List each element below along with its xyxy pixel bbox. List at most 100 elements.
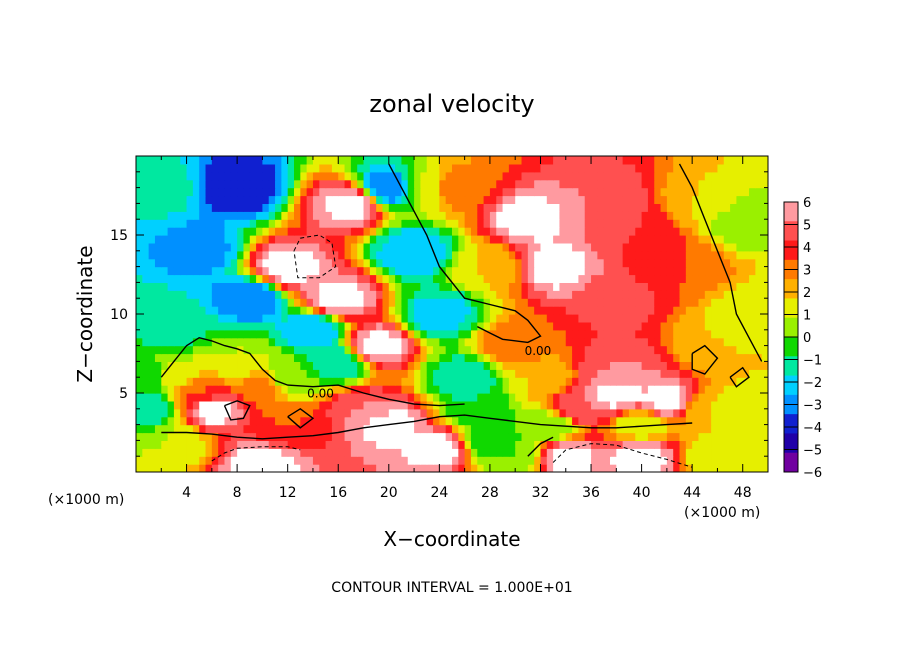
heatmap-cell [173, 424, 181, 434]
heatmap-cell [395, 306, 403, 315]
heatmap-cell [698, 329, 706, 339]
heatmap-cell [628, 171, 636, 181]
heatmap-cell [224, 211, 232, 220]
heatmap-cell [584, 195, 592, 204]
heatmap-cell [704, 219, 712, 228]
heatmap-cell [736, 219, 744, 228]
heatmap-cell [268, 179, 276, 189]
heatmap-cell [433, 250, 440, 260]
heatmap-cell [148, 235, 156, 244]
heatmap-cell [218, 337, 226, 347]
heatmap-cell [161, 385, 169, 394]
heatmap-cell [654, 448, 662, 457]
heatmap-cell [192, 377, 200, 386]
heatmap-cell [287, 448, 295, 457]
heatmap-cell [426, 290, 434, 299]
heatmap-cell [211, 448, 219, 457]
heatmap-cell [445, 282, 453, 291]
heatmap-cell [527, 187, 535, 197]
heatmap-cell [679, 416, 687, 426]
heatmap-cell [445, 314, 453, 323]
heatmap-cell [312, 448, 320, 457]
heatmap-cell [521, 400, 529, 410]
heatmap-cell [230, 400, 238, 410]
heatmap-cell [382, 416, 390, 426]
heatmap-cell [534, 250, 542, 260]
heatmap-cell [369, 211, 377, 220]
heatmap-cell [616, 377, 624, 386]
heatmap-cell [350, 227, 358, 236]
heatmap-cell [300, 274, 308, 283]
heatmap-cell [546, 353, 554, 362]
heatmap-cell [470, 266, 478, 276]
heatmap-cell [635, 345, 643, 355]
heatmap-cell [502, 369, 510, 378]
heatmap-cell [496, 195, 504, 204]
heatmap-cell [540, 329, 548, 339]
heatmap-cell [572, 400, 579, 410]
heatmap-cell [243, 385, 251, 394]
heatmap-cell [616, 195, 624, 204]
heatmap-cell [755, 258, 763, 268]
heatmap-cell [262, 424, 270, 434]
heatmap-cell [420, 369, 428, 378]
heatmap-cell [610, 385, 617, 394]
heatmap-cell [521, 187, 529, 197]
heatmap-cell [325, 400, 333, 410]
heatmap-cell [439, 432, 447, 441]
heatmap-cell [300, 393, 308, 402]
heatmap-cell [679, 337, 687, 347]
heatmap-cell [161, 353, 169, 362]
heatmap-cell [262, 242, 270, 252]
heatmap-cell [218, 298, 226, 307]
heatmap-cell [730, 361, 737, 370]
heatmap-cell [294, 298, 301, 307]
heatmap-cell [597, 432, 605, 441]
heatmap-cell [287, 456, 295, 465]
heatmap-cell [711, 408, 719, 418]
heatmap-cell [660, 274, 668, 283]
heatmap-cell [331, 353, 339, 362]
heatmap-cell [388, 195, 396, 204]
heatmap-cell [426, 274, 434, 283]
heatmap-cell [546, 187, 554, 197]
heatmap-cell [578, 250, 586, 260]
heatmap-cell [249, 211, 257, 220]
heatmap-cell [749, 290, 756, 299]
heatmap-cell [357, 258, 365, 268]
heatmap-cell [584, 156, 592, 165]
x-tick-label: 28 [481, 485, 499, 501]
heatmap-cell [420, 203, 428, 212]
heatmap-cell [749, 400, 756, 410]
x-tick-label: 48 [734, 485, 752, 501]
heatmap-cell [477, 211, 485, 220]
heatmap-cell [647, 432, 655, 441]
heatmap-cell [136, 393, 143, 402]
heatmap-cell [407, 377, 415, 386]
heatmap-cell [749, 456, 756, 465]
heatmap-cell [470, 156, 478, 165]
contour-value-label: 0.00 [307, 387, 334, 401]
heatmap-cell [445, 227, 453, 236]
heatmap-cell [319, 337, 327, 347]
heatmap-cell [527, 353, 535, 362]
heatmap-cell [452, 448, 459, 457]
heatmap-cell [654, 353, 662, 362]
heatmap-cell [218, 156, 226, 165]
heatmap-cell [167, 250, 175, 260]
heatmap-cell [401, 424, 409, 434]
heatmap-cell [565, 298, 573, 307]
heatmap-cell [464, 274, 472, 283]
heatmap-cell [692, 298, 700, 307]
heatmap-cell [508, 464, 516, 472]
heatmap-cell [610, 179, 617, 189]
heatmap-cell [268, 416, 276, 426]
heatmap-cell [224, 448, 232, 457]
heatmap-cell [445, 321, 453, 331]
heatmap-cell [363, 258, 371, 268]
heatmap-cell [395, 266, 403, 276]
heatmap-cell [717, 424, 725, 434]
heatmap-cell [723, 345, 731, 355]
heatmap-cell [578, 195, 586, 204]
heatmap-cell [749, 227, 756, 236]
